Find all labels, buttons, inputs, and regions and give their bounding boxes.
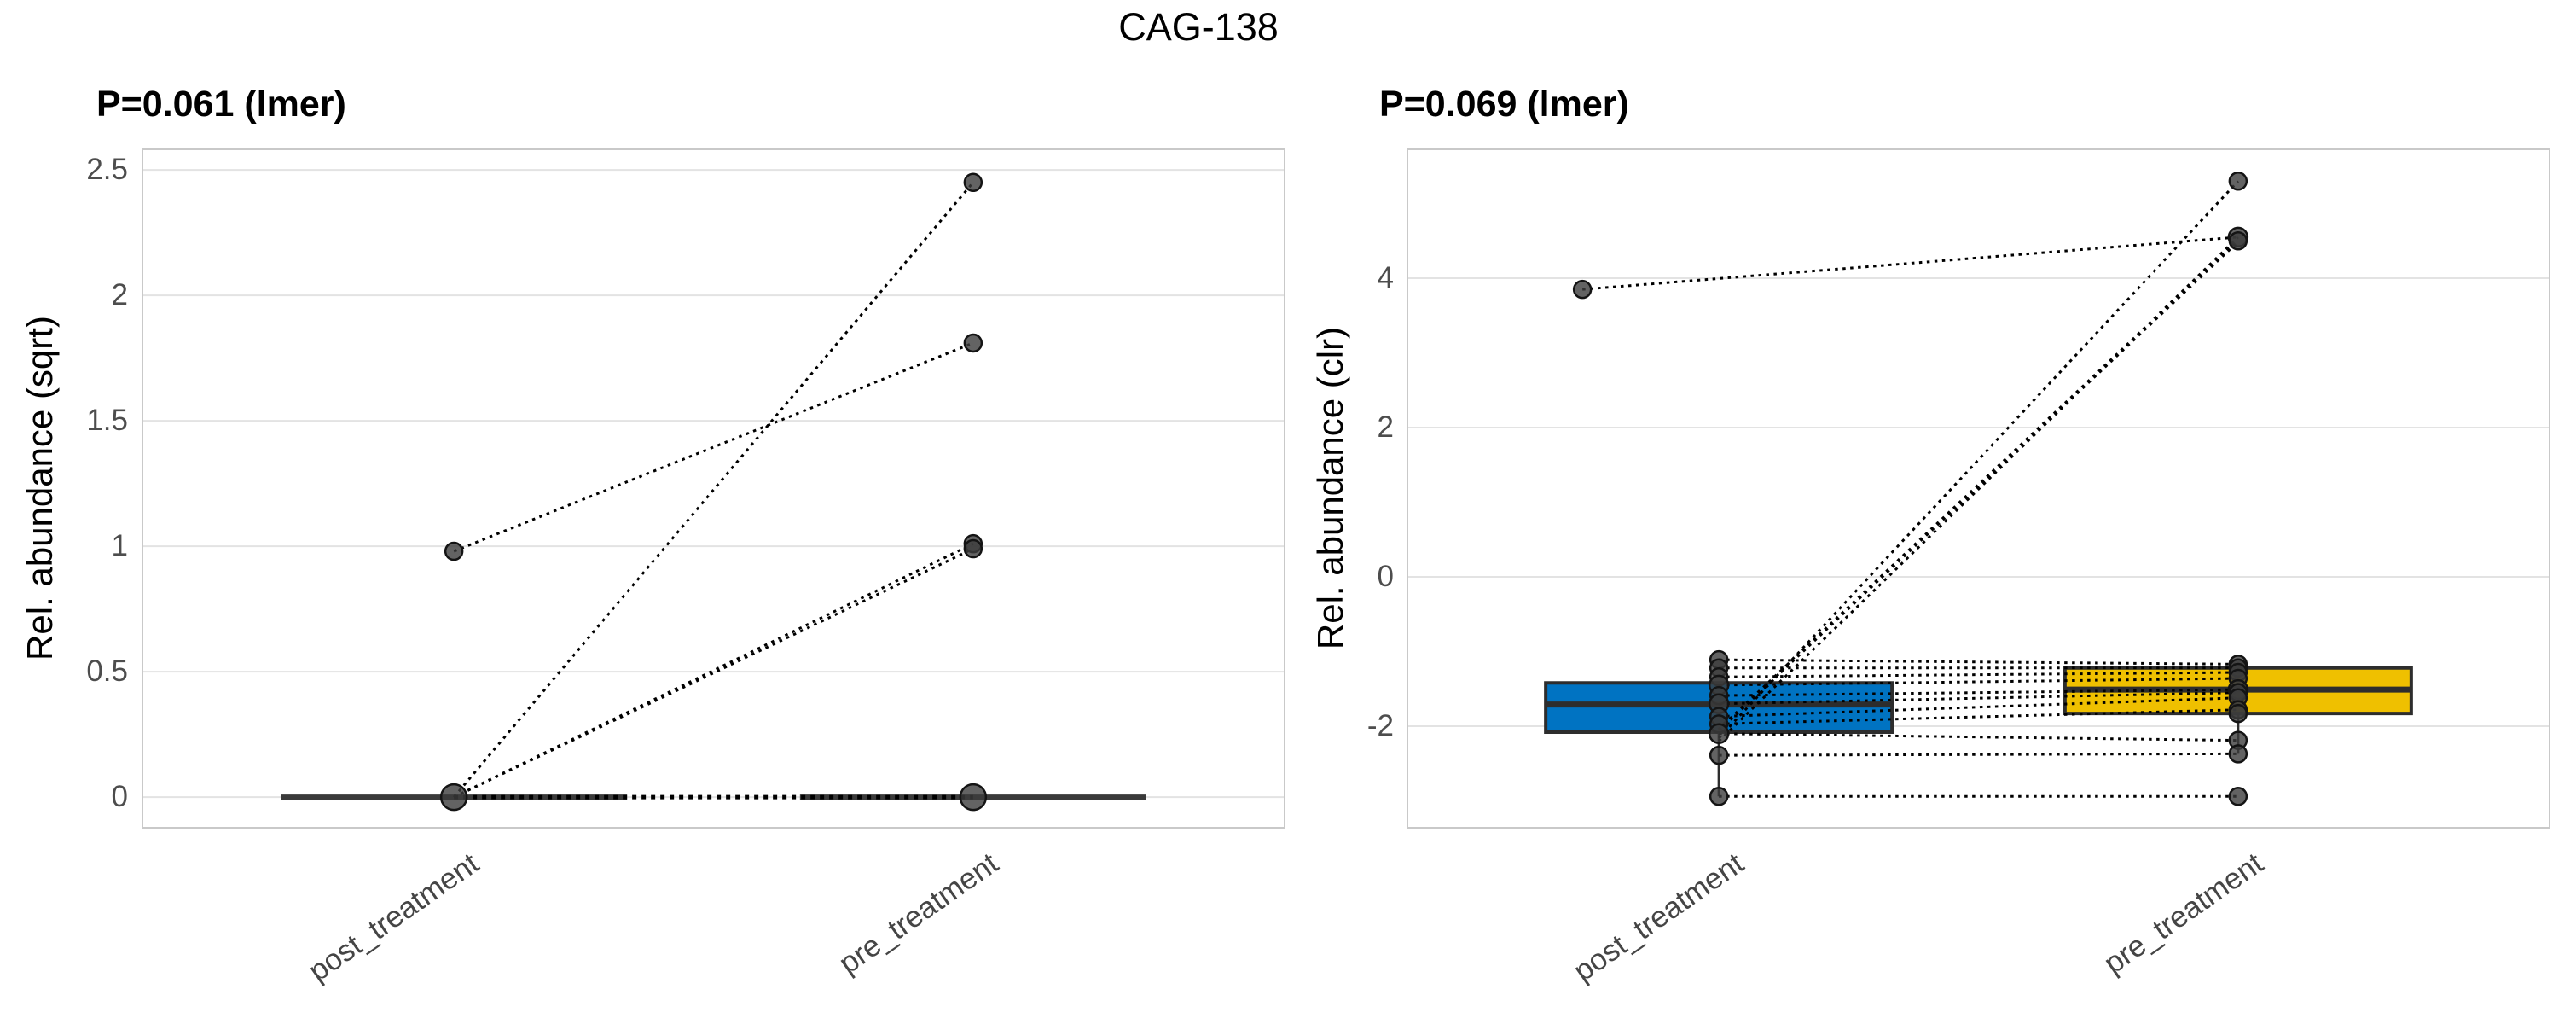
pair-line <box>1718 236 2239 742</box>
y-tick-label: 2 <box>111 278 128 312</box>
pair-line <box>1719 696 2238 719</box>
right-panel-pvalue-title: P=0.069 (lmer) <box>1379 84 1629 125</box>
data-point <box>1709 787 1729 806</box>
chart-title: CAG-138 <box>1118 5 1279 49</box>
pair-line <box>453 547 974 799</box>
y-tick-label: 4 <box>1377 261 1394 295</box>
pair-line <box>1719 688 2238 697</box>
pair-line <box>453 341 974 553</box>
panel-border <box>1407 148 2550 829</box>
pair-line <box>1719 691 2238 706</box>
pair-line <box>452 181 975 799</box>
data-point <box>2228 231 2248 251</box>
data-point <box>2228 172 2248 191</box>
y-tick-label: 1 <box>111 529 128 563</box>
data-point <box>2228 744 2248 764</box>
pair-line <box>1717 239 2240 732</box>
y-tick-label: 2.5 <box>86 153 128 187</box>
y-tick-label: 0 <box>1377 560 1394 593</box>
data-point <box>1709 745 1729 765</box>
data-point <box>963 172 983 193</box>
data-point <box>1708 723 1730 745</box>
y-tick-label: 0 <box>111 780 128 814</box>
data-point <box>959 783 988 812</box>
left-y-axis-title: Rel. abundance (sqrt) <box>20 316 60 660</box>
right-y-axis-title: Rel. abundance (clr) <box>1310 326 1350 650</box>
pair-line <box>1719 677 2238 687</box>
pair-line <box>1719 671 2238 678</box>
pair-line <box>1719 658 2238 666</box>
data-point <box>963 333 983 353</box>
data-point <box>444 541 464 561</box>
data-point <box>1572 279 1593 300</box>
y-tick-label: 2 <box>1377 410 1394 444</box>
pair-line <box>1719 732 2238 742</box>
data-point <box>2228 703 2248 724</box>
y-tick-label: 0.5 <box>86 655 128 689</box>
y-tick-label: 1.5 <box>86 404 128 438</box>
data-point <box>963 538 983 559</box>
data-point <box>439 783 468 812</box>
data-point <box>2228 787 2248 806</box>
pair-line <box>1719 752 2238 757</box>
panel-border <box>142 148 1285 829</box>
pair-line <box>1719 708 2238 725</box>
pair-line <box>1582 236 2238 291</box>
y-tick-label: -2 <box>1366 709 1394 742</box>
left-panel-pvalue-title: P=0.061 (lmer) <box>96 84 346 125</box>
